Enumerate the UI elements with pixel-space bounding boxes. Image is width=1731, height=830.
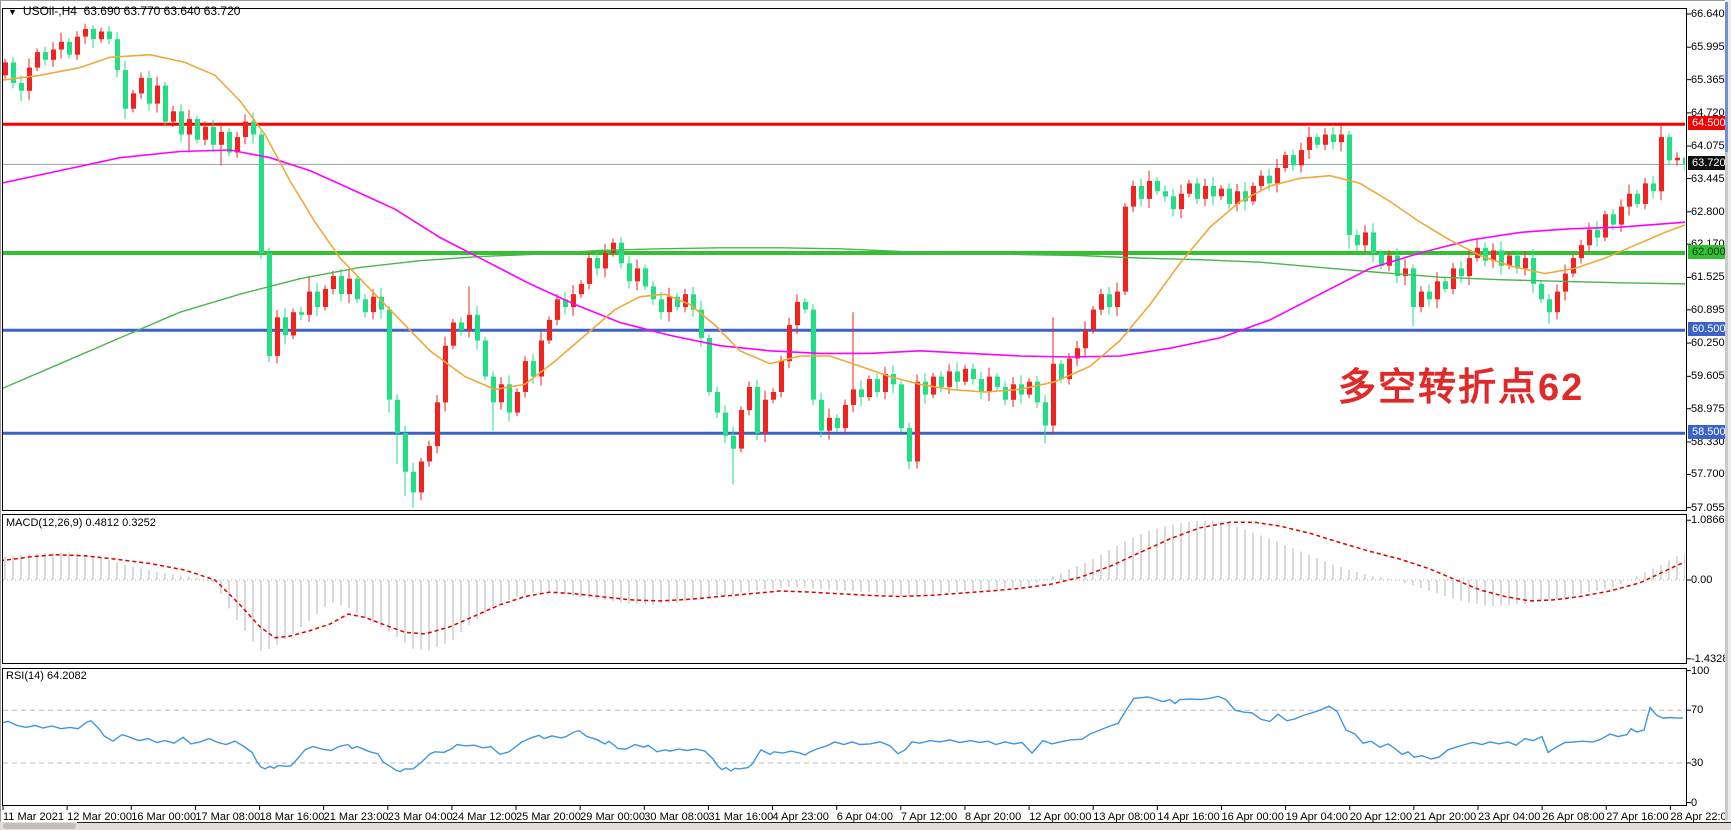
time-label: 11 Mar 2021 <box>3 811 64 823</box>
macd-label: -1.4328 <box>1691 652 1729 665</box>
time-label: 4 Apr 23:00 <box>772 811 829 823</box>
macd-label: 1.0866 <box>1691 514 1725 527</box>
rsi-label: 70 <box>1691 704 1704 717</box>
vertical-scrollbar[interactable] <box>1725 0 1731 830</box>
price-label: 64.075 <box>1691 140 1725 153</box>
time-label: 12 Apr 00:00 <box>1029 811 1092 823</box>
rsi-label: 30 <box>1691 757 1704 769</box>
time-label: 25 Mar 20:00 <box>516 811 581 823</box>
macd-label: 0.00 <box>1691 574 1713 586</box>
rsi-label: 0 <box>1691 796 1698 809</box>
panel-frame <box>2 8 1687 511</box>
time-label: 13 Apr 08:00 <box>1093 811 1156 823</box>
price-label: 65.365 <box>1691 73 1725 86</box>
time-label: 21 Apr 20:00 <box>1413 811 1477 823</box>
time-label: 16 Apr 00:00 <box>1221 811 1284 823</box>
horizontal-scrollbar[interactable] <box>0 822 1731 830</box>
price-label: 60.250 <box>1691 337 1725 350</box>
time-label: 23 Apr 04:00 <box>1477 811 1541 823</box>
time-label: 17 Mar 08:00 <box>195 811 261 823</box>
time-label: 30 Mar 08:00 <box>644 811 710 823</box>
time-label: 21 Mar 23:00 <box>323 811 389 823</box>
price-label: 60.895 <box>1691 303 1725 316</box>
window-bottom-border <box>77 822 1731 823</box>
rsi-label: 100 <box>1691 664 1710 677</box>
ma-slow-line <box>3 247 1685 389</box>
chart-header: ▼ USOil-,H4 63.690 63.770 63.640 63.720 <box>8 4 240 18</box>
macd-histogram <box>4 520 1685 652</box>
time-label: 29 Mar 00:00 <box>580 811 645 823</box>
support-60500-badge: 60.500 <box>1688 322 1730 337</box>
time-label: 23 Mar 04:00 <box>387 811 453 823</box>
ohlc-values: 63.690 63.770 63.640 63.720 <box>83 4 241 18</box>
time-label: 16 Mar 00:00 <box>131 811 197 823</box>
time-label: 12 Mar 20:00 <box>67 811 132 823</box>
time-label: 18 Mar 16:00 <box>259 811 325 823</box>
macd-indicator-label: MACD(12,26,9) 0.4812 0.3252 <box>6 517 156 529</box>
price-label: 59.605 <box>1691 370 1725 383</box>
panel-frame <box>2 668 1687 806</box>
time-label: 31 Mar 16:00 <box>708 811 774 823</box>
time-label: 27 Apr 16:00 <box>1606 811 1669 823</box>
price-label: 63.445 <box>1691 172 1725 185</box>
symbol-timeframe-label: USOil-,H4 <box>22 4 77 18</box>
price-label: 62.800 <box>1691 205 1725 218</box>
time-label: 6 Apr 04:00 <box>836 811 893 823</box>
last-price-badge: 63.720 <box>1688 156 1730 171</box>
rsi-line <box>3 695 1684 773</box>
time-label: 26 Apr 08:00 <box>1542 811 1605 823</box>
ma-mid-line <box>3 149 1685 358</box>
ma-fast-line <box>3 53 1685 393</box>
price-label: 61.525 <box>1691 271 1725 284</box>
macd-signal-line <box>3 521 1685 639</box>
price-label: 64.720 <box>1691 106 1725 119</box>
rsi-indicator-label: RSI(14) 64.2082 <box>6 670 87 682</box>
time-label: 24 Mar 12:00 <box>451 811 517 823</box>
time-label: 28 Apr 22:00 <box>1670 811 1731 823</box>
candles-layer <box>3 23 1685 508</box>
chevron-down-icon[interactable]: ▼ <box>8 7 17 17</box>
resistance-64500-badge: 64.500 <box>1688 116 1730 131</box>
price-label: 65.995 <box>1691 41 1725 54</box>
pivot-62000-badge: 62.000 <box>1688 244 1730 259</box>
time-label: 7 Apr 12:00 <box>900 811 958 823</box>
time-label: 8 Apr 20:00 <box>964 811 1022 823</box>
horizontal-scrollbar-thumb[interactable] <box>3 823 76 829</box>
price-label: 66.640 <box>1691 8 1725 20</box>
price-label: 57.700 <box>1691 468 1725 481</box>
vertical-scrollbar-track[interactable] <box>1725 152 1728 820</box>
price-label: 58.975 <box>1691 402 1725 415</box>
panel-frame <box>2 514 1687 664</box>
chart-annotation-text[interactable]: 多空转折点62 <box>1338 367 1585 409</box>
time-label: 20 Apr 12:00 <box>1349 811 1413 823</box>
price-label: 57.055 <box>1691 501 1725 514</box>
support-58500-badge: 58.500 <box>1688 425 1730 440</box>
time-label: 19 Apr 04:00 <box>1285 811 1348 823</box>
time-label: 14 Apr 16:00 <box>1157 811 1220 823</box>
vertical-scrollbar-thumb[interactable] <box>1725 2 1728 152</box>
